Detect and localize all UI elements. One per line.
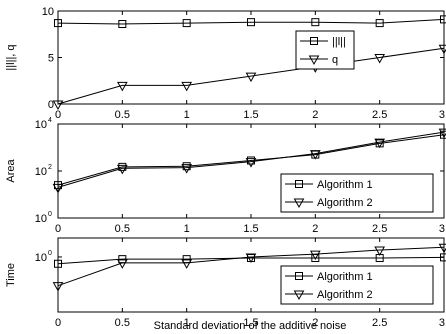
data-point-triangle-down: [116, 81, 128, 92]
legend-label: Algorithm 1: [317, 271, 373, 283]
data-point-square: [54, 181, 62, 190]
y-axis-label: Time: [5, 263, 17, 287]
x-tick-label: 1: [184, 223, 190, 235]
legend: Algorithm 1 Algorithm 2: [280, 173, 434, 213]
legend-label: ||l||: [332, 36, 346, 48]
legend-label: Algorithm 2: [317, 197, 373, 209]
y-tick-label: 10: [35, 213, 47, 225]
data-point-square: [440, 15, 446, 24]
y-tick-label: 0: [48, 99, 54, 111]
legend-marker-square: [310, 37, 318, 45]
series-line-triangle-down: [57, 131, 445, 188]
series-line-triangle-down: [57, 246, 445, 287]
panel-1: 0 0.5 1 1.5 2 2.5 3 0 5 10 ||l||, q ||l|| q: [5, 6, 446, 121]
x-tick-label: 0: [55, 317, 61, 329]
y-tick-label: 10: [42, 6, 54, 18]
x-tick-label: 1.5: [243, 223, 258, 235]
data-point-triangle-down: [309, 150, 321, 160]
data-point-square: [311, 18, 320, 27]
data-point-square: [182, 19, 191, 28]
x-axis-label: Standard deviation of the additive noise: [154, 320, 347, 332]
series-line-square: [57, 18, 445, 25]
x-tick-label: 3: [439, 223, 445, 235]
data-point-triangle-down: [374, 138, 386, 149]
y-tick-label: 5: [48, 53, 54, 65]
y-tick-exponent: 4: [48, 117, 52, 124]
x-tick-label: 2: [312, 109, 318, 121]
data-point-triangle-down: [181, 259, 193, 269]
y-tick-label: 10: [35, 119, 47, 131]
series-line-triangle-down: [57, 47, 445, 105]
x-tick-label: 3: [439, 109, 445, 121]
legend-box: [280, 265, 434, 305]
data-point-triangle-down: [181, 164, 193, 174]
x-tick-label: 2: [312, 317, 318, 329]
x-tick-label: 2.5: [372, 109, 387, 121]
x-tick-label: 0: [55, 109, 61, 121]
data-point-triangle-down: [116, 164, 128, 175]
x-tick-label: 0.5: [115, 223, 130, 235]
data-point-triangle-down: [245, 158, 257, 168]
series-line-square: [57, 256, 445, 265]
legend-marker-triangle-down: [308, 55, 320, 66]
x-tick-label: 0: [55, 223, 61, 235]
legend-box: [280, 173, 434, 213]
x-tick-label: 1.5: [243, 317, 258, 329]
x-tick-label: 0.5: [115, 317, 130, 329]
x-tick-label: 1.5: [243, 109, 258, 121]
x-tick-label: 0.5: [115, 109, 130, 121]
x-tick-label: 2.5: [372, 223, 387, 235]
legend-marker-square: [295, 272, 303, 280]
legend: ||l|| q: [295, 30, 355, 70]
data-point-square: [247, 18, 255, 27]
data-point-triangle-down: [181, 81, 193, 92]
x-tick-label: 1: [184, 317, 190, 329]
data-point-triangle-down: [438, 128, 446, 139]
data-point-triangle-down: [52, 282, 64, 292]
x-tick-label: 2: [312, 223, 318, 235]
legend-box: [295, 30, 355, 70]
data-point-triangle-down: [374, 246, 386, 257]
y-tick-exponent: 0: [48, 250, 52, 257]
data-point-square: [118, 20, 127, 29]
data-point-triangle-down: [438, 44, 446, 55]
legend-label: Algorithm 2: [317, 289, 373, 301]
data-point-square: [54, 19, 62, 28]
y-tick-label: 10: [35, 166, 47, 178]
legend: Algorithm 1 Algorithm 2: [280, 265, 434, 305]
axes-box: [57, 10, 445, 105]
data-point-square: [440, 253, 446, 262]
data-point-triangle-down: [374, 54, 386, 64]
y-tick-exponent: 0: [48, 211, 52, 218]
data-point-triangle-down: [309, 250, 321, 261]
data-point-triangle-down: [245, 72, 257, 83]
data-point-triangle-down: [116, 259, 128, 269]
x-tick-label: 2.5: [372, 317, 387, 329]
y-tick-exponent: 2: [48, 164, 52, 171]
legend-marker-square: [295, 180, 303, 188]
data-point-square: [375, 19, 384, 28]
data-point-triangle-down: [52, 183, 64, 194]
legend-marker-triangle-down: [293, 198, 305, 209]
legend-label: q: [332, 54, 338, 66]
data-point-square: [54, 259, 62, 268]
data-point-triangle-down: [245, 253, 257, 263]
data-point-triangle-down: [438, 243, 446, 254]
data-point-triangle-down: [52, 100, 64, 111]
legend-marker-triangle-down: [293, 290, 305, 301]
data-point-square: [440, 130, 446, 139]
y-axis-label: ||l||, q: [5, 44, 17, 70]
series-line-square: [57, 134, 445, 186]
x-tick-label: 3: [439, 317, 445, 329]
y-tick-label: 10: [35, 252, 47, 264]
y-axis-label: Area: [5, 159, 17, 183]
legend-label: Algorithm 1: [317, 179, 373, 191]
x-tick-label: 1: [184, 109, 190, 121]
